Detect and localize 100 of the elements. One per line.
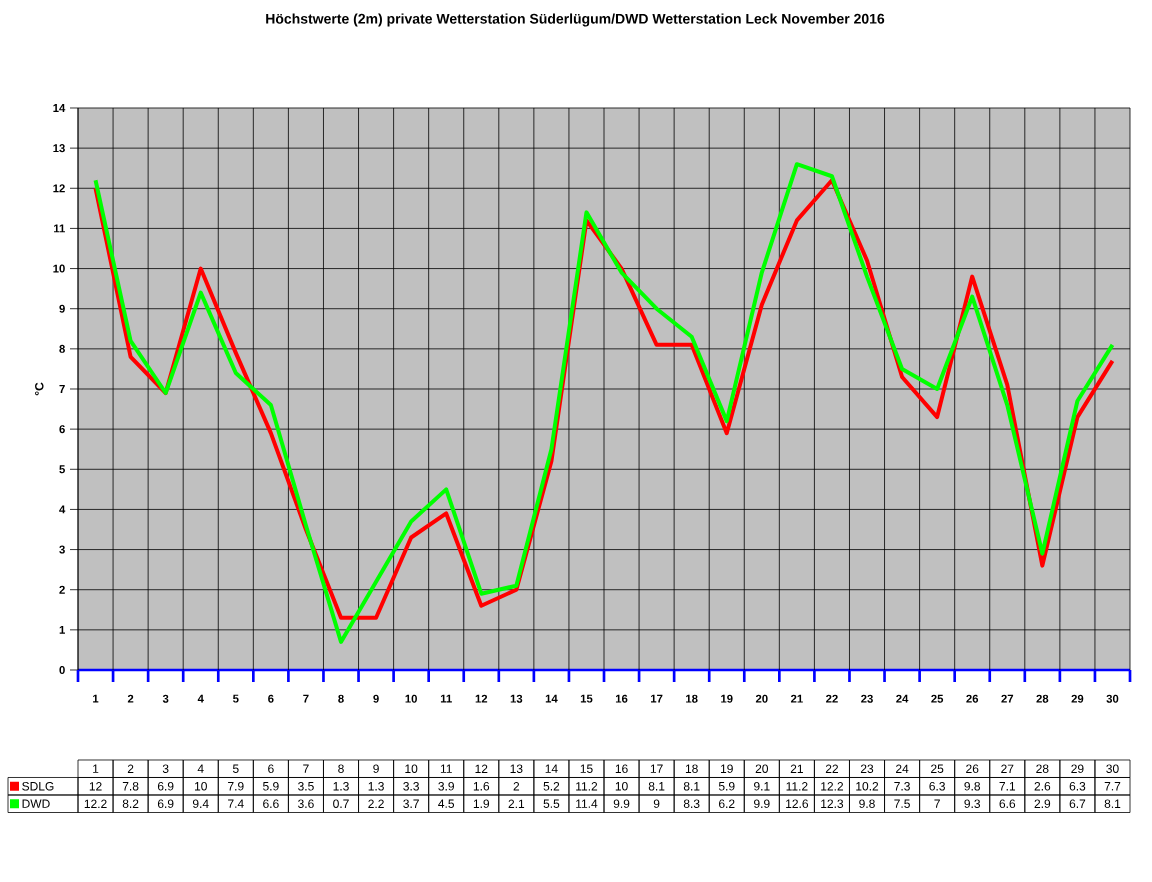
y-tick-label: 1: [59, 625, 65, 634]
x-tick-label: 9: [373, 694, 379, 703]
data-label: 3.6: [298, 799, 314, 808]
data-label: 7.3: [894, 782, 910, 791]
y-tick-label: 3: [59, 545, 65, 554]
y-tick-label: 2: [59, 585, 65, 594]
data-label: 2.9: [1034, 799, 1051, 808]
data-label: 8.1: [1104, 799, 1121, 808]
category-label: 29: [1071, 764, 1084, 773]
x-tick-label: 21: [790, 694, 803, 703]
data-label: 1.3: [333, 782, 349, 791]
data-label: 5.5: [543, 799, 560, 808]
data-label: 7.4: [228, 799, 244, 808]
y-tick-label: 14: [53, 104, 66, 112]
x-tick-label: 12: [475, 694, 488, 703]
data-label: 9.8: [964, 782, 981, 791]
category-label: 12: [475, 764, 488, 773]
chart-title: Höchstwerte (2m) private Wetterstation Süderlügum/DWD Wetterstation Leck November 2016: [266, 13, 885, 27]
x-tick-label: 10: [405, 694, 417, 703]
category-label: 4: [197, 764, 204, 773]
category-label: 14: [545, 764, 558, 773]
category-label: 16: [615, 764, 628, 773]
category-label: 27: [1001, 764, 1014, 773]
category-label: 19: [720, 764, 733, 773]
category-label: 8: [338, 764, 344, 773]
data-label: 11.4: [576, 799, 598, 808]
x-tick-label: 7: [303, 694, 309, 703]
data-label: 3.7: [403, 799, 419, 808]
data-label: 5.9: [718, 782, 735, 791]
y-tick-label: 13: [53, 144, 65, 153]
data-label: 11.2: [576, 782, 598, 791]
category-label: 26: [966, 764, 979, 773]
data-label: 6.2: [719, 799, 735, 808]
category-label: 22: [825, 764, 839, 773]
category-label: 23: [860, 764, 874, 773]
category-label: 13: [510, 764, 523, 773]
data-label: 6.7: [1069, 799, 1086, 808]
x-tick-label: 28: [1036, 694, 1049, 703]
category-label: 9: [373, 764, 379, 773]
x-tick-label: 17: [651, 694, 663, 703]
category-label: 7: [303, 764, 309, 773]
y-tick-label: 8: [59, 344, 65, 353]
data-label: 0.7: [333, 799, 349, 808]
x-tick-label: 5: [233, 694, 239, 703]
data-label: 2.1: [508, 799, 525, 808]
x-tick-label: 3: [162, 694, 169, 703]
data-label: 1.3: [368, 782, 384, 791]
data-label: 7.9: [228, 782, 244, 791]
x-tick-label: 20: [755, 694, 768, 703]
data-label: 8.3: [683, 799, 700, 808]
category-label: 1: [93, 764, 99, 773]
data-label: 6.3: [929, 782, 945, 791]
data-label: 8.1: [648, 782, 665, 791]
y-tick-label: 7: [59, 385, 65, 393]
x-tick-label: 8: [338, 694, 344, 703]
data-label: 9.9: [754, 799, 770, 808]
data-label: 10.2: [856, 782, 879, 791]
x-tick-label: 16: [615, 694, 628, 703]
x-tick-label: 4: [197, 694, 204, 703]
data-label: 8.1: [683, 782, 700, 791]
category-label: 18: [685, 764, 698, 773]
y-tick-label: 12: [53, 184, 65, 193]
category-label: 3: [162, 764, 169, 773]
data-label: 5.2: [543, 782, 560, 791]
data-label: 3.3: [403, 782, 419, 791]
category-label: 25: [931, 764, 944, 773]
x-tick-label: 26: [966, 694, 979, 703]
legend-label: DWD: [22, 799, 50, 808]
y-tick-label: 0: [59, 665, 65, 674]
data-label: 7.1: [999, 782, 1016, 791]
y-tick-label: 11: [54, 224, 65, 233]
x-tick-label: 23: [861, 694, 873, 703]
data-label: 10: [194, 782, 207, 791]
data-label: 4.5: [438, 799, 455, 808]
data-label: 9.9: [613, 799, 630, 808]
y-tick-label: 5: [59, 465, 65, 474]
category-label: 21: [790, 764, 803, 773]
data-label: 9.3: [964, 799, 981, 808]
category-label: 17: [650, 764, 663, 773]
data-label: 9.8: [859, 799, 875, 808]
y-tick-label: 6: [59, 425, 65, 434]
x-tick-label: 6: [268, 694, 274, 703]
x-tick-label: 25: [931, 694, 944, 703]
y-tick-label: 4: [59, 505, 66, 514]
data-label: 7.8: [122, 782, 139, 791]
data-label: 9: [653, 799, 660, 808]
x-tick-label: 18: [686, 694, 698, 703]
category-label: 2: [127, 764, 134, 773]
x-tick-label: 2: [127, 694, 134, 703]
x-tick-label: 24: [896, 694, 909, 703]
data-label: 3.9: [438, 782, 454, 791]
data-label: 9.1: [754, 782, 770, 791]
data-label: 6.9: [157, 782, 174, 791]
y-axis-title: °C: [35, 382, 44, 396]
data-label: 2.6: [1034, 782, 1051, 791]
category-label: 10: [405, 764, 418, 773]
x-tick-label: 13: [510, 694, 523, 703]
data-label: 12: [89, 782, 102, 791]
data-label: 12.6: [786, 799, 809, 808]
data-label: 12.2: [821, 782, 844, 791]
